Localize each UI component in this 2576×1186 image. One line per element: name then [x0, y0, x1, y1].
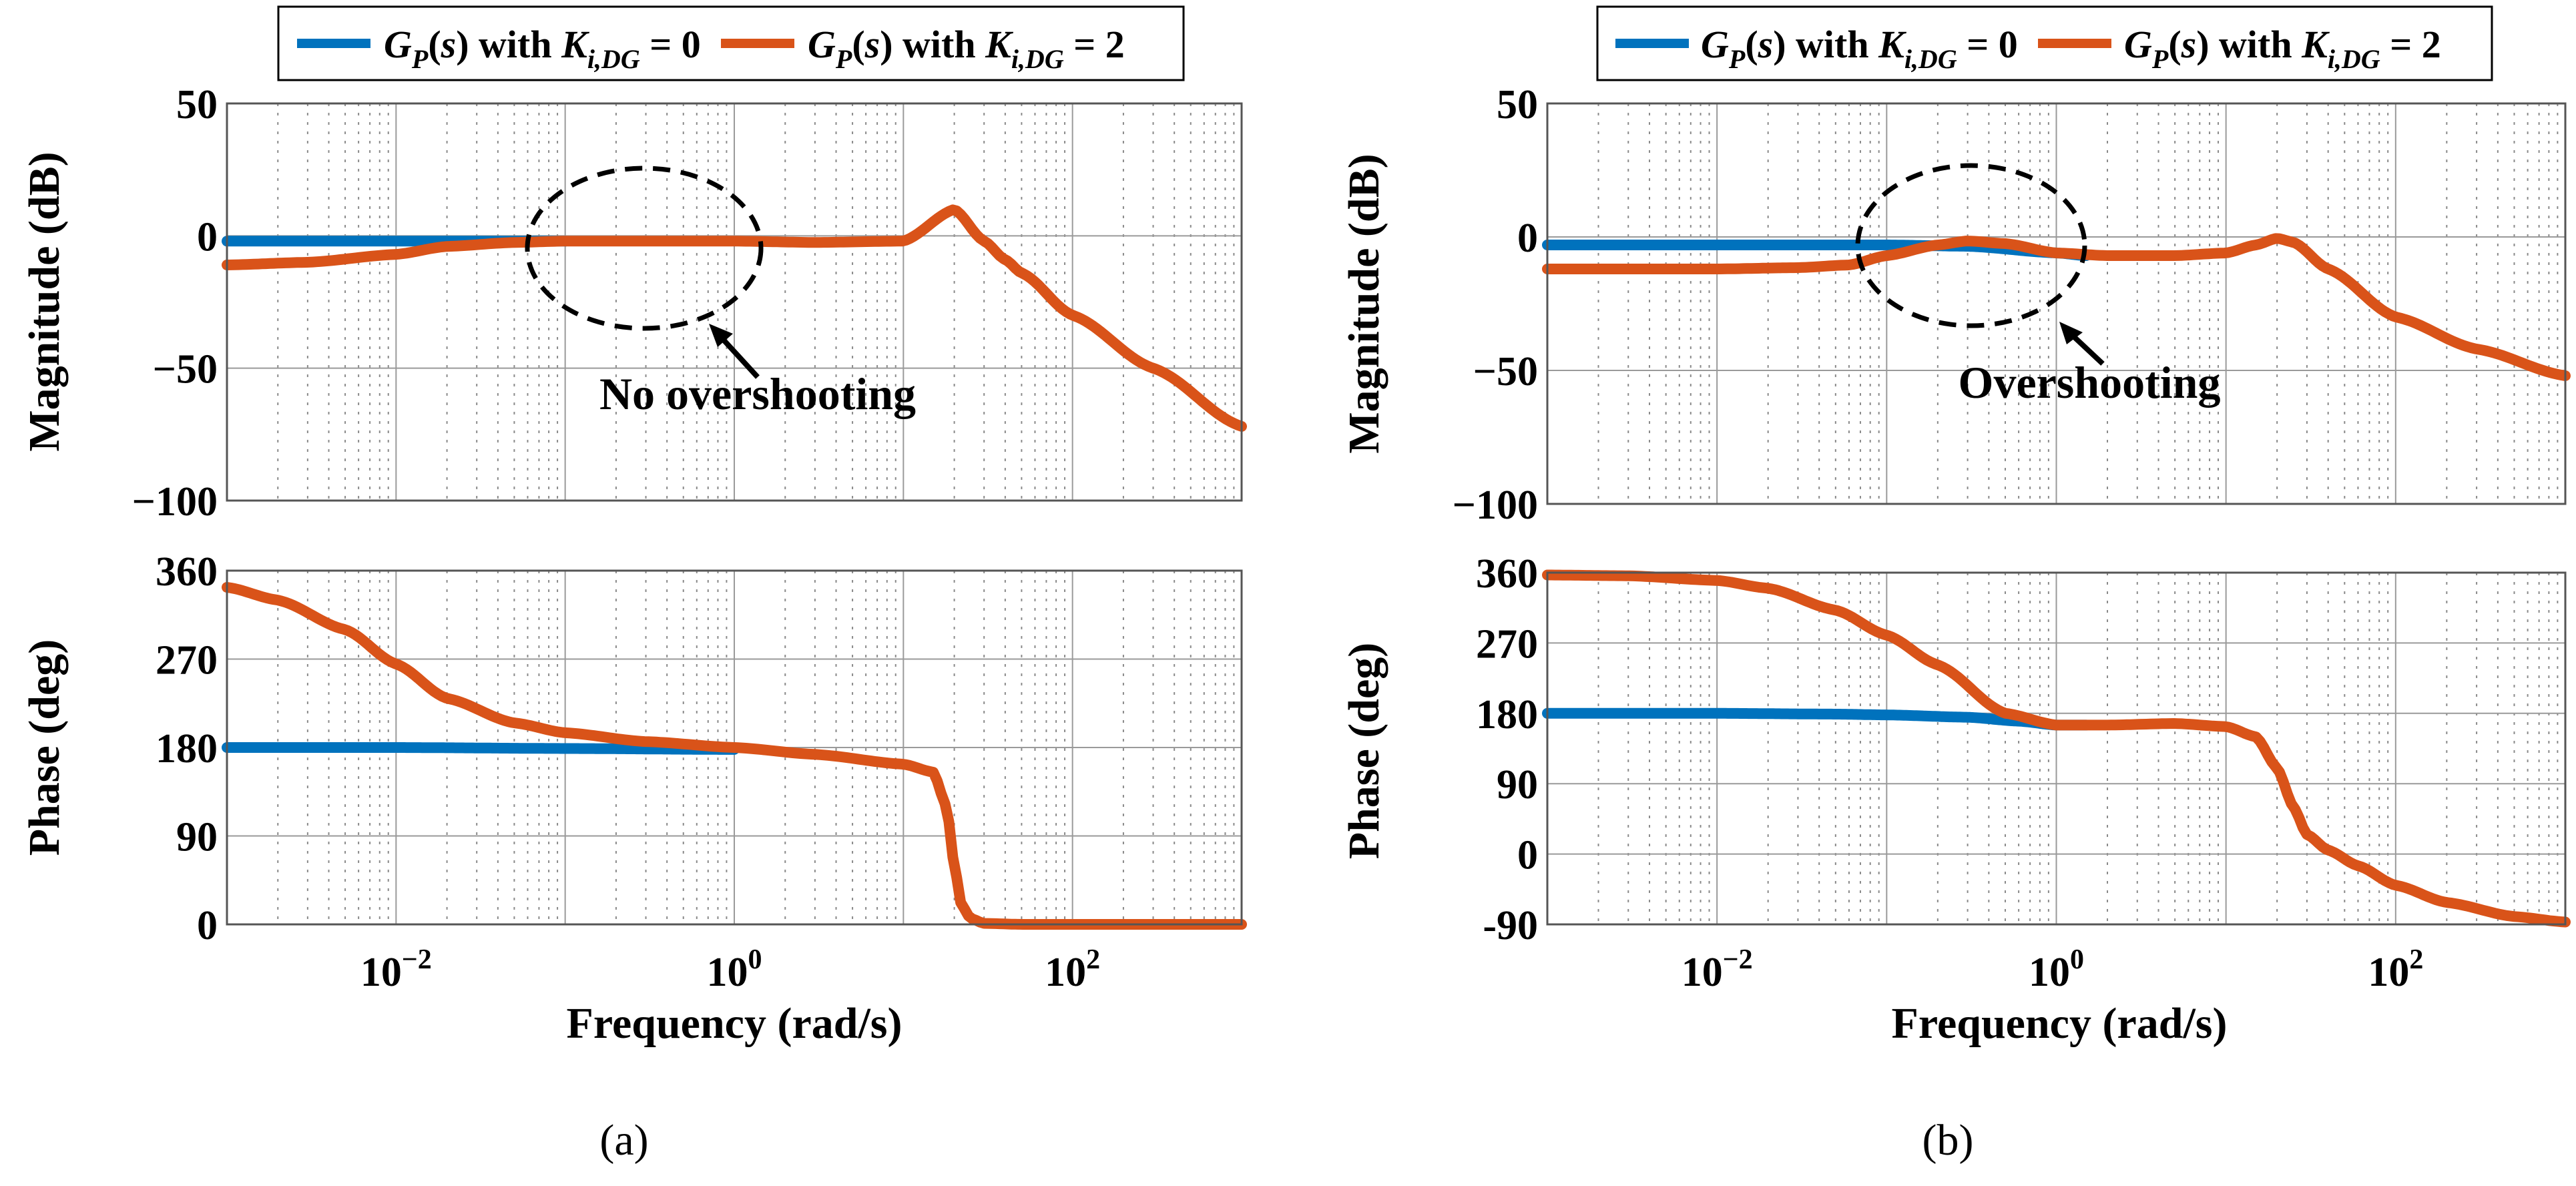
annotation-ellipse-b — [1855, 163, 2087, 328]
magnitude-frame-a — [226, 102, 1243, 502]
series-line-orange — [1542, 233, 2571, 381]
ytick-label: −100 — [1453, 483, 1538, 528]
magnitude-axes-a — [226, 102, 1243, 502]
ytick-label: 90 — [1497, 762, 1538, 808]
magnitude-frame-b — [1546, 102, 2567, 505]
legend-a-blue-label: GP(s) with Ki,DG = 0 — [384, 23, 701, 74]
ytick-label: 0 — [197, 214, 218, 260]
magnitude-plot-a: 50 0 −50 −100 — [132, 82, 1247, 525]
ytick-label: −50 — [153, 347, 218, 392]
annotation-arrow-b — [2069, 332, 2105, 366]
phase-ylabel-a: Phase (deg) — [20, 639, 69, 856]
annotation-text-b: Overshooting — [1959, 357, 2221, 408]
xtick-label: 100 — [2029, 944, 2084, 995]
series-line-blue — [222, 742, 740, 755]
ytick-label: −100 — [132, 479, 218, 525]
magnitude-ylabel-b: Magnitude (dB) — [1340, 154, 1388, 453]
panel-a: GP(s) with Ki,DG = 0 GP(s) with Ki,DG = … — [20, 5, 1185, 1165]
annotation-arrowhead-a — [709, 324, 733, 347]
magnitude-axes-b — [1546, 102, 2567, 505]
ytick-label: -90 — [1483, 903, 1538, 948]
xtick-label: 10−2 — [1682, 944, 1753, 995]
phase-plot-b: 360 270 180 90 0 -90 — [1476, 551, 2571, 948]
ytick-label: 180 — [1476, 692, 1538, 737]
annotation-arrowhead-b — [2059, 322, 2083, 344]
xtick-label: 102 — [1045, 944, 1100, 995]
panel-b: GP(s) with Ki,DG = 0 GP(s) with Ki,DG = … — [1340, 5, 2493, 1165]
ytick-label: 270 — [1476, 621, 1538, 667]
phase-axes-a — [226, 569, 1243, 926]
series-line-blue — [1542, 707, 2092, 731]
ytick-label: 360 — [1476, 551, 1538, 597]
legend-b: GP(s) with Ki,DG = 0 GP(s) with Ki,DG = … — [1596, 5, 2493, 81]
phase-ylabel-b: Phase (deg) — [1340, 643, 1388, 859]
magnitude-ylabel-a: Magnitude (dB) — [20, 152, 69, 451]
legend-b-orange-label: GP(s) with Ki,DG = 2 — [2124, 23, 2441, 74]
caption-a: (a) — [599, 1116, 648, 1165]
phase-axes-b — [1546, 571, 2567, 926]
ytick-label: 0 — [197, 903, 218, 948]
annotation-text-a: No overshooting — [599, 368, 916, 419]
ytick-label: 50 — [176, 82, 218, 127]
xtick-label: 102 — [2368, 944, 2423, 995]
phase-plot-a: 360 270 180 90 0 — [156, 549, 1247, 948]
ytick-label: 90 — [176, 815, 218, 860]
legend-a-orange-label: GP(s) with Ki,DG = 2 — [808, 23, 1125, 74]
ytick-label: 0 — [1517, 833, 1538, 878]
xlabel-b: Frequency (rad/s) — [1892, 999, 2228, 1048]
magnitude-plot-b: 50 0 −50 −100 — [1453, 82, 2571, 528]
phase-frame-a — [226, 569, 1243, 926]
phase-frame-b — [1546, 571, 2567, 926]
ytick-label: 0 — [1517, 216, 1538, 261]
xtick-label: 10−2 — [360, 944, 432, 995]
ytick-label: 360 — [156, 549, 218, 595]
xtick-label: 100 — [707, 944, 762, 995]
ytick-label: 270 — [156, 638, 218, 683]
series-line-orange — [222, 204, 1247, 432]
xlabel-a: Frequency (rad/s) — [567, 999, 903, 1048]
annotation-ellipse-a — [525, 166, 764, 331]
legend-b-blue-label: GP(s) with Ki,DG = 0 — [1701, 23, 2018, 74]
ytick-label: 50 — [1497, 82, 1538, 127]
legend-a: GP(s) with Ki,DG = 0 GP(s) with Ki,DG = … — [277, 5, 1185, 81]
caption-b: (b) — [1922, 1116, 1974, 1165]
annotation-arrow-a — [719, 335, 760, 379]
ytick-label: −50 — [1473, 349, 1538, 394]
series-line-orange — [1542, 569, 2571, 928]
ytick-label: 180 — [156, 726, 218, 772]
